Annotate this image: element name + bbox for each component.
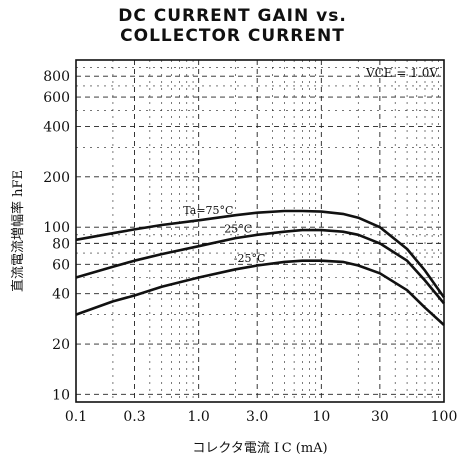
y-tick-label: 60 <box>52 257 70 273</box>
series-layer <box>75 209 446 326</box>
condition-label: VCE = 1.0V <box>365 66 438 80</box>
y-tick-label: 600 <box>43 90 70 106</box>
x-tick-label: 0.3 <box>123 409 145 425</box>
grid-layer <box>76 60 444 402</box>
x-axis-label: コレクタ電流 I C (mA) <box>192 441 327 456</box>
y-tick-label: 800 <box>43 69 70 85</box>
series-label-2: 25°C <box>224 223 252 236</box>
x-tick-label: 0.1 <box>65 409 87 425</box>
label-layer: Ta=75°C 25°C -25°C <box>183 204 265 265</box>
series-line-2 <box>75 228 446 305</box>
x-tick-label: 1.0 <box>188 409 210 425</box>
x-tick-label: 30 <box>371 409 389 425</box>
chart-title: DC CURRENT GAIN vs. COLLECTOR CURRENT <box>0 6 465 46</box>
y-tick-label: 80 <box>52 236 70 252</box>
series-line-1 <box>75 209 446 299</box>
y-tick-label: 20 <box>52 337 70 353</box>
plot-frame <box>75 59 445 403</box>
x-tick-label: 3.0 <box>246 409 268 425</box>
chart-title-line-1: DC CURRENT GAIN vs. <box>118 6 347 26</box>
series-label-1: Ta=75°C <box>183 204 233 217</box>
y-tick-label: 400 <box>43 120 70 136</box>
series-line-3 <box>75 259 445 326</box>
y-tick-label: 200 <box>43 170 70 186</box>
tick-layer: 0.1 0.3 1.0 3.0 10 30 100102040608010020040060… <box>43 69 457 425</box>
y-tick-label: 40 <box>52 287 70 303</box>
y-tick-label: 100 <box>43 220 70 236</box>
y-tick-label: 10 <box>52 387 70 403</box>
series-label-3: -25°C <box>234 252 266 265</box>
chart-title-line-2: COLLECTOR CURRENT <box>120 26 345 46</box>
x-tick-label: 10 <box>312 409 330 425</box>
y-axis-label: 直流電流増幅率 hFE <box>10 170 26 292</box>
x-tick-label: 100 <box>431 409 458 425</box>
